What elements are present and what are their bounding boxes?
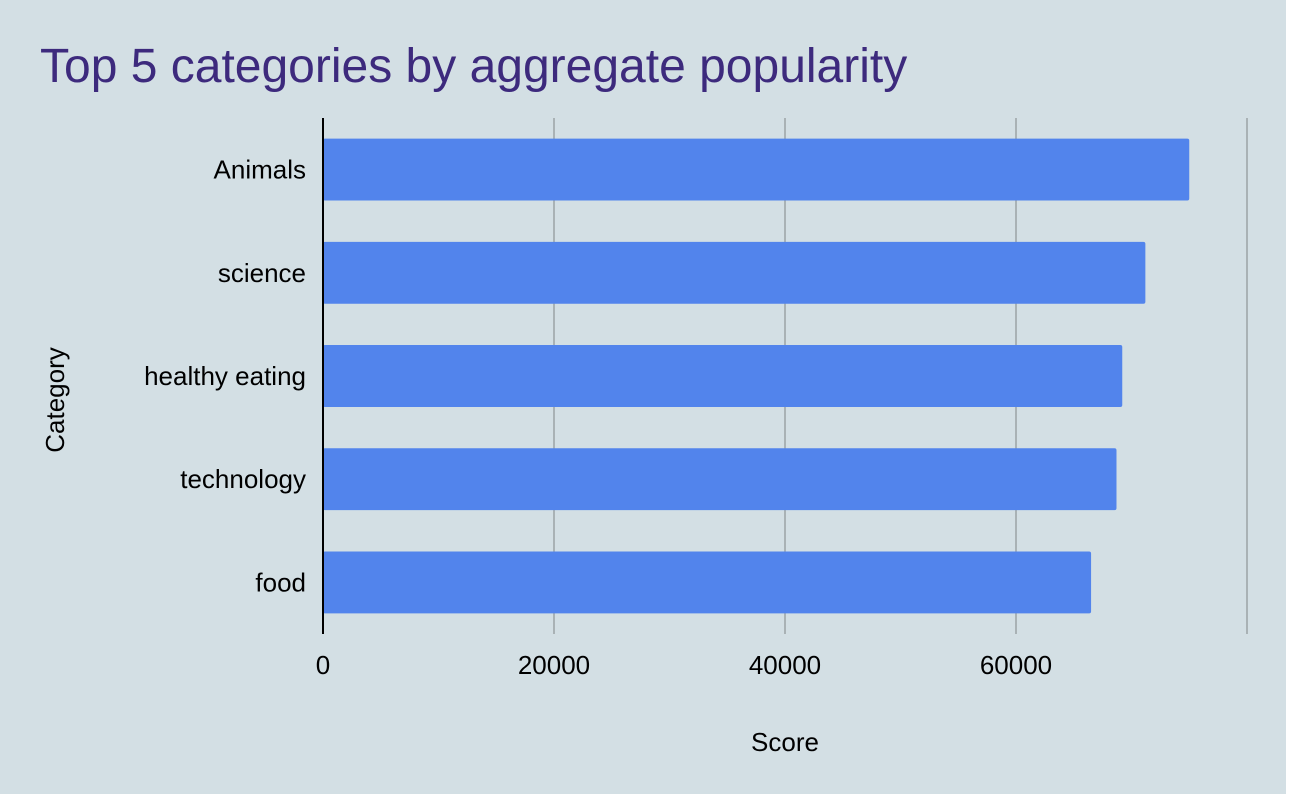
x-tick-label: 40000 (749, 650, 821, 680)
y-tick-label: technology (180, 464, 306, 494)
chart-title: Top 5 categories by aggregate popularity (40, 40, 907, 93)
x-tick-label: 60000 (980, 650, 1052, 680)
y-tick-labels: Animals science healthy eating technology fo… (144, 155, 306, 598)
y-axis-title: Category (40, 347, 70, 453)
y-tick-label: science (218, 258, 306, 288)
x-tick-labels: 0 20000 40000 60000 (316, 650, 1052, 680)
bars (323, 138, 1190, 614)
bar-science (323, 241, 1146, 304)
bar-technology (323, 448, 1117, 511)
x-tick-label: 20000 (518, 650, 590, 680)
y-tick-label: healthy eating (144, 361, 306, 391)
bar-healthy-eating (323, 345, 1123, 407)
bar-animals (323, 138, 1190, 201)
y-tick-label: Animals (214, 155, 306, 185)
x-tick-label: 0 (316, 650, 330, 680)
bar-food (323, 551, 1092, 614)
x-axis-title: Score (751, 727, 819, 757)
y-tick-label: food (255, 567, 306, 597)
